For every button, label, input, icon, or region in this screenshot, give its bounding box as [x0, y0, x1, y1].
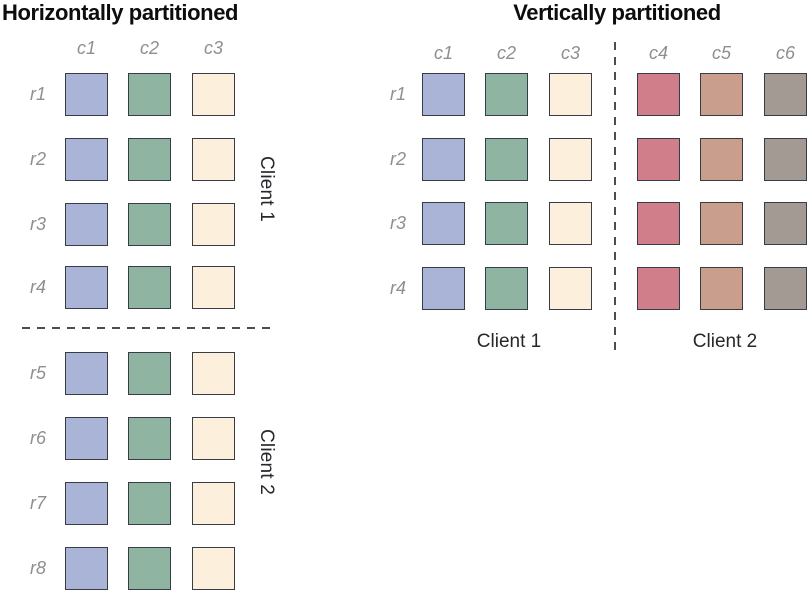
column-header-c5: c5	[711, 43, 731, 63]
grid-cell-r7-c3	[192, 482, 235, 525]
row-label-r3: r3	[29, 214, 46, 234]
grid-cell-r1-c2	[128, 73, 171, 116]
grid-cell-r2-c6	[764, 138, 807, 181]
grid-cell-r5-c2	[128, 352, 171, 395]
client-2-label-left: Client 2	[256, 429, 277, 496]
grid-cell-r8-c2	[128, 547, 171, 590]
grid-cell-r5-c3	[192, 352, 235, 395]
client-2-label-right: Client 2	[692, 331, 758, 352]
client-1-label-left: Client 1	[256, 156, 277, 223]
grid-cell-r1-c1	[422, 73, 465, 116]
row-label-r8: r8	[29, 558, 46, 578]
column-header-c3: c3	[560, 43, 580, 63]
column-header-c1: c1	[433, 43, 453, 63]
grid-cell-r4-c4	[637, 267, 680, 310]
horizontal-partition-divider	[22, 327, 270, 329]
grid-cell-r2-c2	[128, 138, 171, 181]
column-header-c6: c6	[775, 43, 795, 63]
column-header-c3: c3	[203, 38, 223, 58]
grid-cell-r3-c1	[65, 203, 108, 246]
row-label-r1: r1	[389, 84, 406, 104]
row-label-r4: r4	[29, 277, 46, 297]
grid-cell-r1-c6	[764, 73, 807, 116]
grid-cell-r1-c5	[700, 73, 743, 116]
grid-cell-r3-c5	[700, 202, 743, 245]
column-header-c4: c4	[648, 43, 668, 63]
grid-cell-r8-c3	[192, 547, 235, 590]
grid-cell-r4-c6	[764, 267, 807, 310]
column-header-c2: c2	[496, 43, 516, 63]
row-label-r2: r2	[389, 149, 406, 169]
vertical-panel-title: Vertically partitioned	[513, 0, 721, 25]
grid-cell-r4-c2	[128, 266, 171, 309]
grid-cell-r1-c4	[637, 73, 680, 116]
grid-cell-r4-c1	[422, 267, 465, 310]
column-header-c1: c1	[76, 38, 96, 58]
grid-cell-r2-c3	[549, 138, 592, 181]
row-label-r6: r6	[29, 428, 46, 448]
grid-cell-r7-c1	[65, 482, 108, 525]
client-1-label-right: Client 1	[476, 331, 542, 352]
grid-cell-r6-c2	[128, 417, 171, 460]
row-label-r5: r5	[29, 363, 46, 383]
grid-cell-r3-c4	[637, 202, 680, 245]
grid-cell-r2-c5	[700, 138, 743, 181]
row-label-r4: r4	[389, 278, 406, 298]
grid-cell-r3-c2	[485, 202, 528, 245]
grid-cell-r3-c2	[128, 203, 171, 246]
grid-cell-r4-c3	[192, 266, 235, 309]
grid-cell-r4-c5	[700, 267, 743, 310]
grid-cell-r1-c3	[192, 73, 235, 116]
grid-cell-r4-c3	[549, 267, 592, 310]
column-header-c2: c2	[139, 38, 159, 58]
grid-cell-r1-c2	[485, 73, 528, 116]
grid-cell-r6-c3	[192, 417, 235, 460]
grid-cell-r4-c1	[65, 266, 108, 309]
grid-cell-r2-c3	[192, 138, 235, 181]
grid-cell-r2-c2	[485, 138, 528, 181]
grid-cell-r3-c6	[764, 202, 807, 245]
grid-cell-r2-c1	[422, 138, 465, 181]
row-label-r3: r3	[389, 213, 406, 233]
row-label-r1: r1	[29, 84, 46, 104]
grid-cell-r4-c2	[485, 267, 528, 310]
grid-cell-r3-c3	[192, 203, 235, 246]
grid-cell-r5-c1	[65, 352, 108, 395]
row-label-r7: r7	[29, 493, 46, 513]
grid-cell-r2-c1	[65, 138, 108, 181]
horizontal-panel-title: Horizontally partitioned	[2, 0, 239, 25]
grid-cell-r3-c1	[422, 202, 465, 245]
row-label-r2: r2	[29, 149, 46, 169]
vertical-partition-divider	[614, 42, 616, 355]
grid-cell-r6-c1	[65, 417, 108, 460]
grid-cell-r2-c4	[637, 138, 680, 181]
grid-cell-r3-c3	[549, 202, 592, 245]
grid-cell-r7-c2	[128, 482, 171, 525]
grid-cell-r8-c1	[65, 547, 108, 590]
grid-cell-r1-c3	[549, 73, 592, 116]
grid-cell-r1-c1	[65, 73, 108, 116]
